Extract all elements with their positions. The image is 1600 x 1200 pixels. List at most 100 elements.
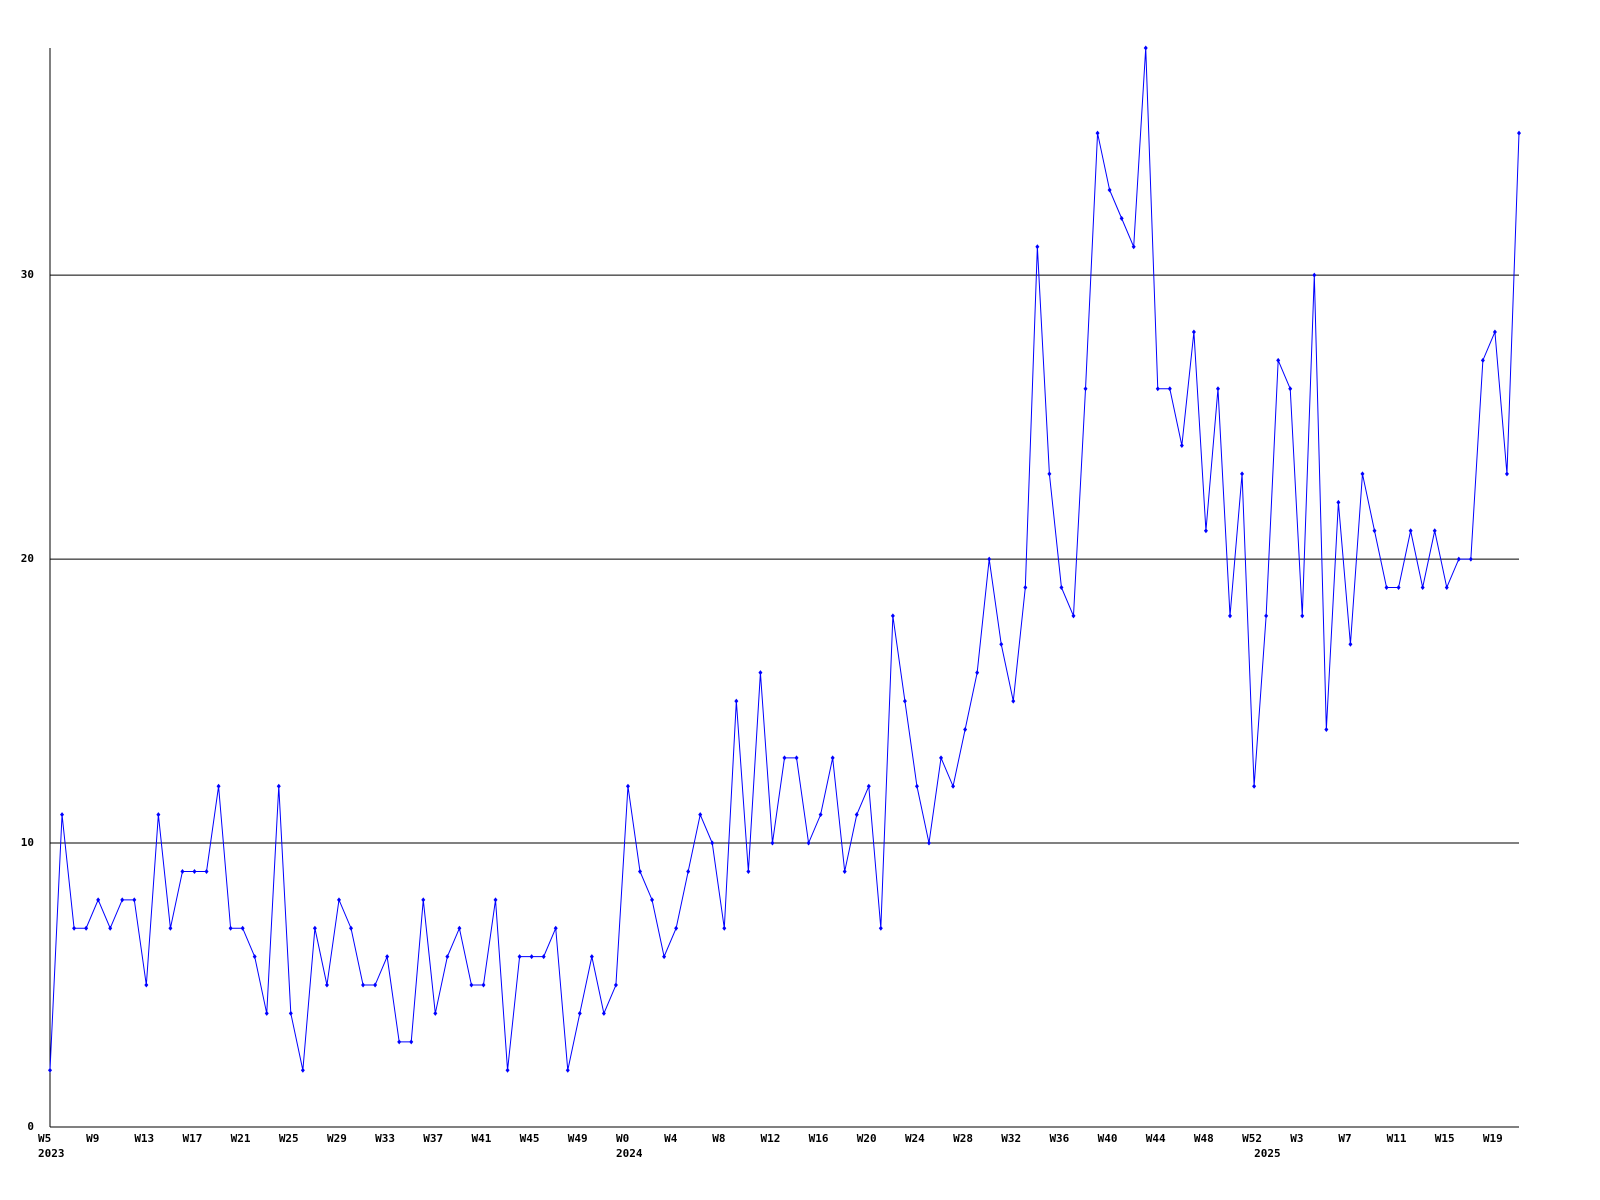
- data-point: [457, 925, 462, 931]
- data-point: [698, 812, 703, 818]
- x-tick-label: W5: [38, 1132, 51, 1145]
- data-point: [565, 1067, 570, 1073]
- x-tick-label: W41: [471, 1132, 491, 1145]
- data-point: [794, 755, 799, 761]
- data-point: [1312, 272, 1317, 278]
- data-point: [397, 1039, 402, 1045]
- data-point: [1095, 130, 1100, 136]
- x-tick-label: W9: [86, 1132, 99, 1145]
- x-tick-label: W37: [423, 1132, 443, 1145]
- data-point: [553, 925, 558, 931]
- data-point: [529, 954, 534, 960]
- data-point: [1444, 585, 1449, 590]
- x-tick-label: W16: [809, 1132, 829, 1145]
- data-point: [1492, 329, 1497, 335]
- x-tick-label: W48: [1194, 1132, 1214, 1145]
- data-point: [72, 925, 77, 931]
- data-point: [1155, 386, 1160, 392]
- data-point: [686, 868, 691, 874]
- data-point: [168, 925, 173, 931]
- data-point: [60, 812, 65, 818]
- data-point: [240, 925, 245, 931]
- data-point: [638, 868, 643, 874]
- data-point: [1420, 585, 1425, 590]
- year-label: 2024: [616, 1147, 643, 1160]
- data-point: [601, 1010, 606, 1016]
- data-point: [1228, 613, 1233, 619]
- data-point: [650, 897, 655, 903]
- x-tick-label: W28: [953, 1132, 973, 1145]
- data-point: [1372, 528, 1377, 534]
- data-point: [1504, 471, 1509, 477]
- data-point: [589, 954, 594, 960]
- data-point: [1288, 386, 1293, 392]
- data-point: [1300, 613, 1305, 619]
- data-point: [324, 982, 329, 988]
- data-point: [999, 641, 1004, 647]
- x-tick-label: W0: [616, 1132, 629, 1145]
- data-point: [1468, 556, 1473, 562]
- x-tick-label: W32: [1001, 1132, 1021, 1145]
- data-point: [421, 897, 426, 903]
- x-tick-label: W15: [1435, 1132, 1455, 1145]
- data-point: [662, 954, 667, 960]
- y-tick-label: 10: [21, 836, 34, 849]
- x-tick-label: W20: [857, 1132, 877, 1145]
- data-point: [1131, 244, 1136, 250]
- data-point: [1384, 585, 1389, 590]
- data-point: [902, 698, 907, 704]
- data-point: [1456, 556, 1461, 562]
- data-point: [361, 982, 366, 988]
- year-label: 2025: [1254, 1147, 1281, 1160]
- data-point: [1396, 585, 1401, 590]
- data-point: [1167, 386, 1172, 392]
- data-point: [1215, 386, 1220, 392]
- data-point: [878, 925, 883, 931]
- data-point: [1023, 585, 1028, 590]
- data-point: [866, 783, 871, 789]
- x-tick-label: W29: [327, 1132, 347, 1145]
- x-tick-label: W36: [1049, 1132, 1069, 1145]
- data-point: [1360, 471, 1365, 477]
- data-point: [854, 812, 859, 818]
- data-point: [336, 897, 341, 903]
- data-point: [625, 783, 630, 789]
- data-point: [1276, 357, 1281, 363]
- data-point: [156, 812, 161, 818]
- data-point: [96, 897, 101, 903]
- data-point: [48, 1067, 52, 1073]
- data-point: [577, 1010, 582, 1016]
- x-tick-label: W49: [568, 1132, 588, 1145]
- data-point: [228, 925, 233, 931]
- data-point: [481, 982, 486, 988]
- x-tick-label: W12: [760, 1132, 780, 1145]
- x-tick-label: W4: [664, 1132, 678, 1145]
- data-point: [734, 698, 739, 704]
- data-point: [746, 868, 751, 874]
- data-point: [505, 1067, 510, 1073]
- year-label: 2023: [38, 1147, 65, 1160]
- data-point: [1264, 613, 1269, 619]
- data-point: [975, 670, 980, 676]
- data-point: [288, 1010, 293, 1016]
- data-point: [830, 755, 835, 761]
- data-point: [842, 868, 847, 874]
- data-point: [132, 897, 137, 903]
- data-point: [1517, 130, 1521, 136]
- x-tick-label: W8: [712, 1132, 725, 1145]
- data-point: [1047, 471, 1052, 477]
- data-point: [180, 868, 185, 874]
- data-point: [1083, 386, 1088, 392]
- data-point: [1143, 45, 1148, 51]
- data-point: [914, 783, 919, 789]
- y-tick-label: 30: [21, 268, 34, 281]
- x-tick-label: W40: [1098, 1132, 1118, 1145]
- data-point: [818, 812, 823, 818]
- data-point: [806, 840, 811, 846]
- data-point: [758, 670, 763, 676]
- data-point: [312, 925, 317, 931]
- data-point: [939, 755, 944, 761]
- data-point: [409, 1039, 414, 1045]
- data-point: [987, 556, 992, 562]
